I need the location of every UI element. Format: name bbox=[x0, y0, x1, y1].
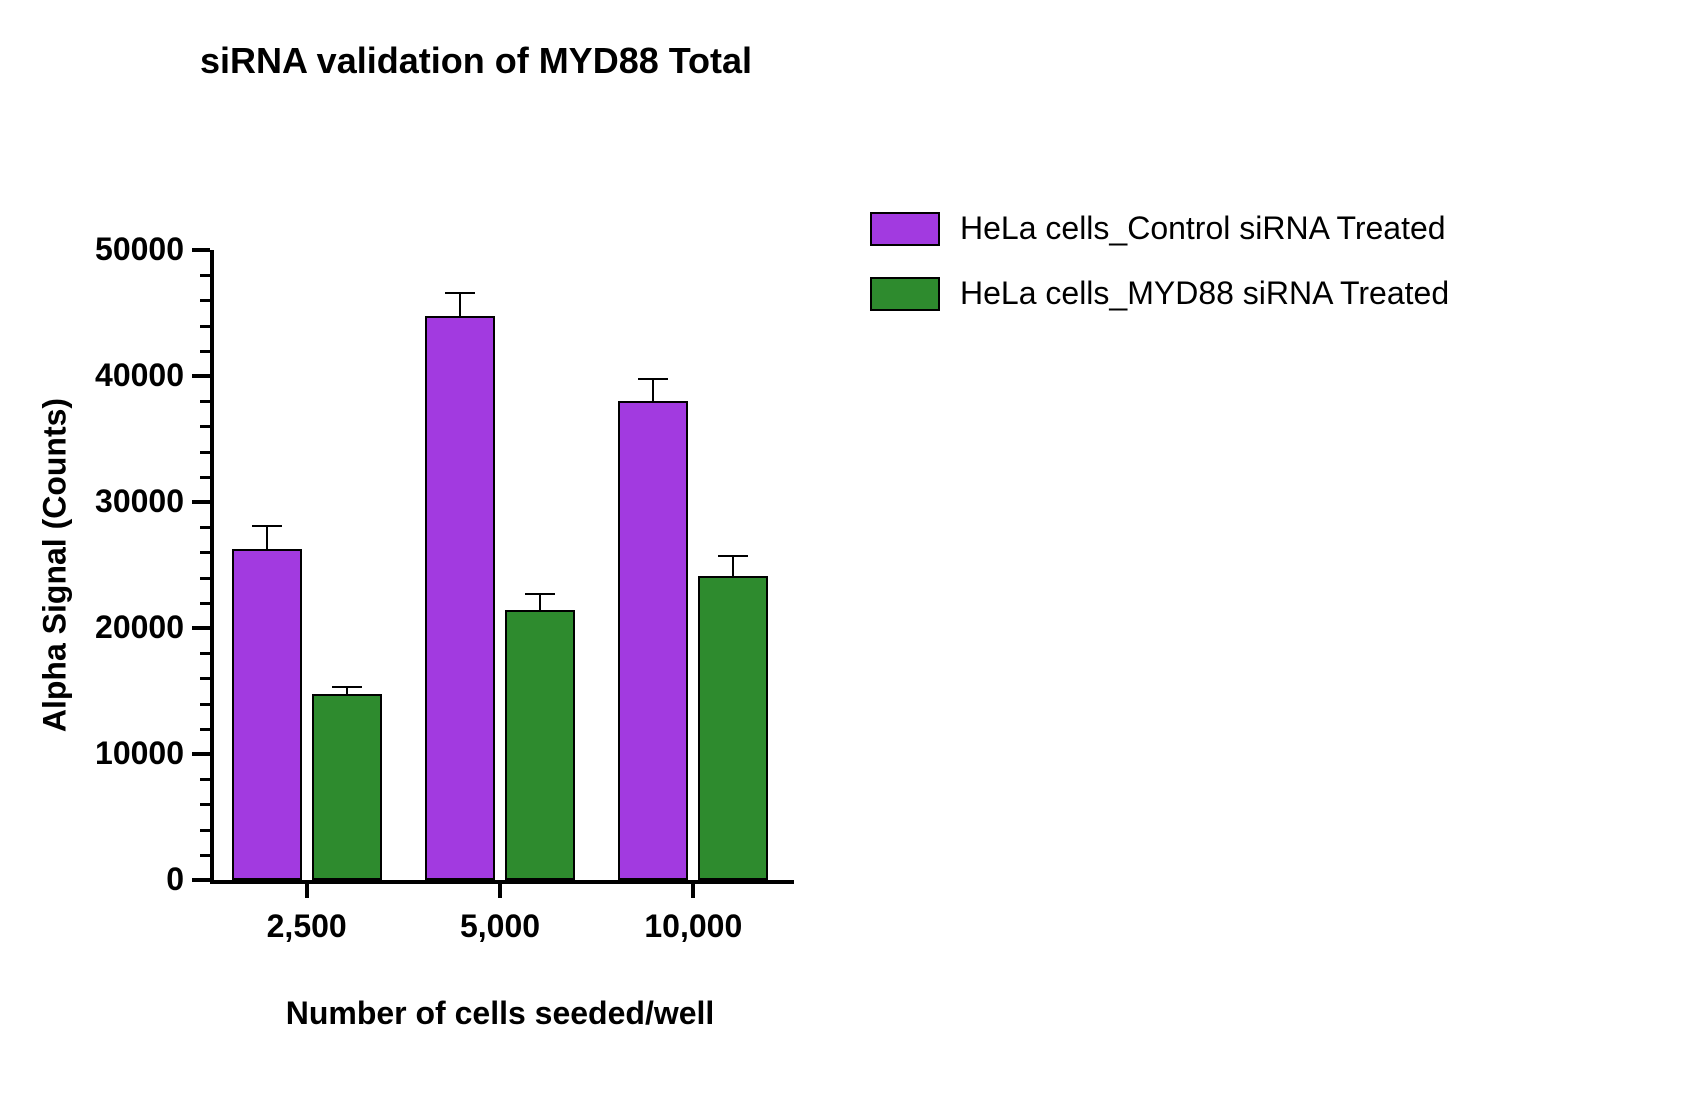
y-minor-tick bbox=[200, 325, 210, 328]
legend: HeLa cells_Control siRNA Treated HeLa cel… bbox=[870, 210, 1449, 340]
y-minor-tick bbox=[200, 274, 210, 277]
y-minor-tick bbox=[200, 778, 210, 781]
y-minor-tick bbox=[200, 350, 210, 353]
x-tick-label: 2,500 bbox=[210, 908, 403, 945]
y-major-tick bbox=[192, 626, 210, 630]
error-bar-stem bbox=[266, 526, 268, 549]
y-tick-label: 10000 bbox=[74, 735, 184, 772]
y-tick-label: 50000 bbox=[74, 231, 184, 268]
y-minor-tick bbox=[200, 854, 210, 857]
x-axis-title: Number of cells seeded/well bbox=[210, 995, 790, 1032]
y-tick-label: 20000 bbox=[74, 609, 184, 646]
bar bbox=[618, 401, 688, 880]
y-minor-tick bbox=[200, 577, 210, 580]
legend-swatch bbox=[870, 212, 940, 246]
bar bbox=[312, 694, 382, 880]
y-minor-tick bbox=[200, 677, 210, 680]
y-tick-label: 40000 bbox=[74, 357, 184, 394]
y-major-tick bbox=[192, 248, 210, 252]
bar bbox=[698, 576, 768, 880]
y-minor-tick bbox=[200, 551, 210, 554]
y-minor-tick bbox=[200, 652, 210, 655]
y-minor-tick bbox=[200, 703, 210, 706]
x-major-tick bbox=[498, 880, 502, 898]
bar bbox=[232, 549, 302, 880]
y-axis-title: Alpha Signal (Counts) bbox=[37, 250, 74, 880]
x-tick-label: 5,000 bbox=[403, 908, 596, 945]
legend-label: HeLa cells_Control siRNA Treated bbox=[960, 210, 1446, 247]
legend-label: HeLa cells_MYD88 siRNA Treated bbox=[960, 275, 1449, 312]
x-tick-label: 10,000 bbox=[597, 908, 790, 945]
chart-container: siRNA validation of MYD88 Total Alpha Si… bbox=[0, 0, 1707, 1114]
y-minor-tick bbox=[200, 400, 210, 403]
x-major-tick bbox=[691, 880, 695, 898]
error-bar-cap bbox=[718, 555, 748, 557]
error-bar-stem bbox=[539, 594, 541, 610]
legend-item: HeLa cells_Control siRNA Treated bbox=[870, 210, 1449, 247]
legend-swatch bbox=[870, 277, 940, 311]
y-minor-tick bbox=[200, 829, 210, 832]
error-bar-cap bbox=[332, 686, 362, 688]
y-minor-tick bbox=[200, 526, 210, 529]
y-minor-tick bbox=[200, 451, 210, 454]
y-major-tick bbox=[192, 500, 210, 504]
y-tick-label: 30000 bbox=[74, 483, 184, 520]
error-bar-cap bbox=[445, 292, 475, 294]
y-minor-tick bbox=[200, 602, 210, 605]
y-minor-tick bbox=[200, 803, 210, 806]
y-major-tick bbox=[192, 752, 210, 756]
y-minor-tick bbox=[200, 728, 210, 731]
error-bar-stem bbox=[732, 556, 734, 576]
y-minor-tick bbox=[200, 299, 210, 302]
x-major-tick bbox=[305, 880, 309, 898]
bar bbox=[425, 316, 495, 880]
error-bar-stem bbox=[652, 379, 654, 402]
y-minor-tick bbox=[200, 425, 210, 428]
error-bar-cap bbox=[252, 525, 282, 527]
error-bar-stem bbox=[459, 293, 461, 316]
error-bar-cap bbox=[525, 593, 555, 595]
chart-title: siRNA validation of MYD88 Total bbox=[200, 40, 752, 82]
y-major-tick bbox=[192, 374, 210, 378]
y-tick-label: 0 bbox=[74, 861, 184, 898]
y-major-tick bbox=[192, 878, 210, 882]
bar bbox=[505, 610, 575, 880]
error-bar-cap bbox=[638, 378, 668, 380]
legend-item: HeLa cells_MYD88 siRNA Treated bbox=[870, 275, 1449, 312]
y-minor-tick bbox=[200, 476, 210, 479]
